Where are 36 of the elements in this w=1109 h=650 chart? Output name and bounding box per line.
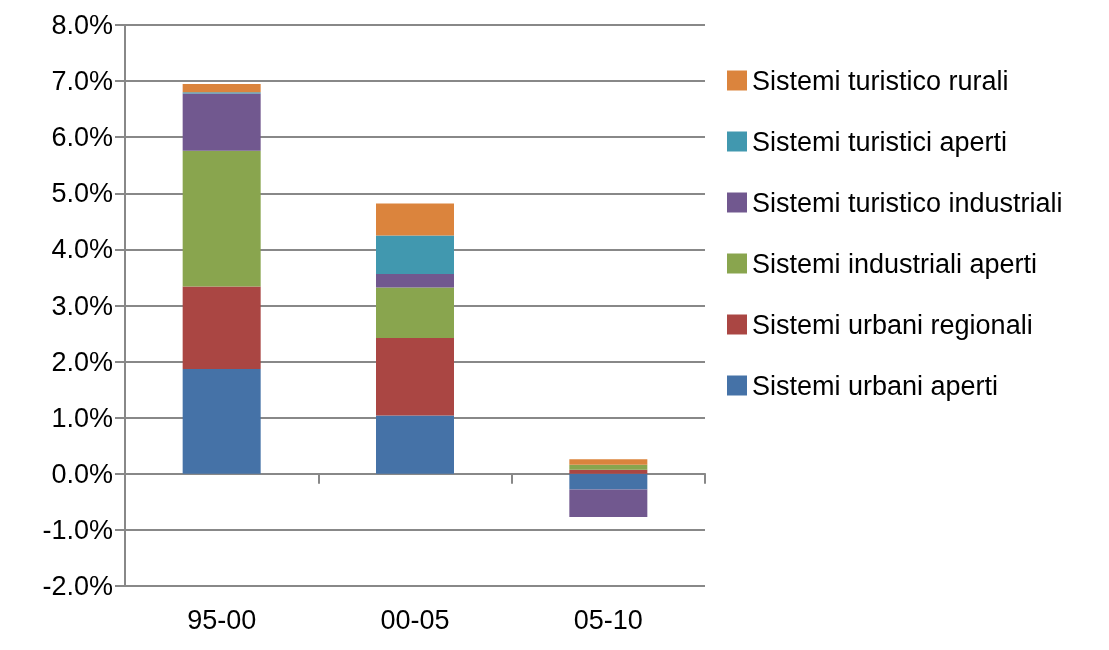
y-tick-label: -1.0% bbox=[42, 514, 113, 545]
bar bbox=[182, 83, 261, 93]
y-tick-label: 5.0% bbox=[51, 178, 113, 209]
bar bbox=[182, 93, 261, 151]
bar bbox=[376, 415, 454, 474]
bar bbox=[376, 203, 454, 236]
legend-label: Sistemi urbani regionali bbox=[752, 309, 1033, 340]
y-tick-label: 4.0% bbox=[51, 234, 113, 265]
legend-label: Sistemi urbani aperti bbox=[752, 370, 999, 401]
y-tick-label: 2.0% bbox=[51, 346, 113, 377]
legend-label: Sistemi turistico industriali bbox=[752, 187, 1063, 218]
x-tick-label: 00-05 bbox=[380, 604, 450, 635]
bar bbox=[182, 368, 261, 474]
y-tick-label: 0.0% bbox=[51, 458, 113, 489]
legend-label: Sistemi industriali aperti bbox=[752, 248, 1038, 279]
x-tick-label: 05-10 bbox=[573, 604, 643, 635]
bar bbox=[182, 286, 261, 369]
bar bbox=[569, 469, 648, 474]
y-tick-label: 1.0% bbox=[51, 402, 113, 433]
legend-label: Sistemi turistici aperti bbox=[752, 126, 1008, 157]
y-tick-label: 7.0% bbox=[51, 66, 113, 97]
y-tick-label: 8.0% bbox=[51, 10, 113, 40]
bar bbox=[569, 459, 648, 465]
bar bbox=[376, 274, 454, 288]
bar bbox=[569, 464, 648, 470]
y-tick-label: -2.0% bbox=[42, 571, 113, 601]
x-tick-label: 95-00 bbox=[187, 604, 257, 635]
y-tick-label: 3.0% bbox=[51, 290, 113, 321]
bar bbox=[376, 338, 454, 416]
bar bbox=[569, 489, 648, 517]
bar bbox=[569, 473, 648, 490]
bar bbox=[376, 235, 454, 275]
legend-label: Sistemi turistico rurali bbox=[752, 65, 1009, 96]
y-tick-label: 6.0% bbox=[51, 122, 113, 153]
bar bbox=[182, 150, 261, 287]
bar bbox=[376, 287, 454, 339]
